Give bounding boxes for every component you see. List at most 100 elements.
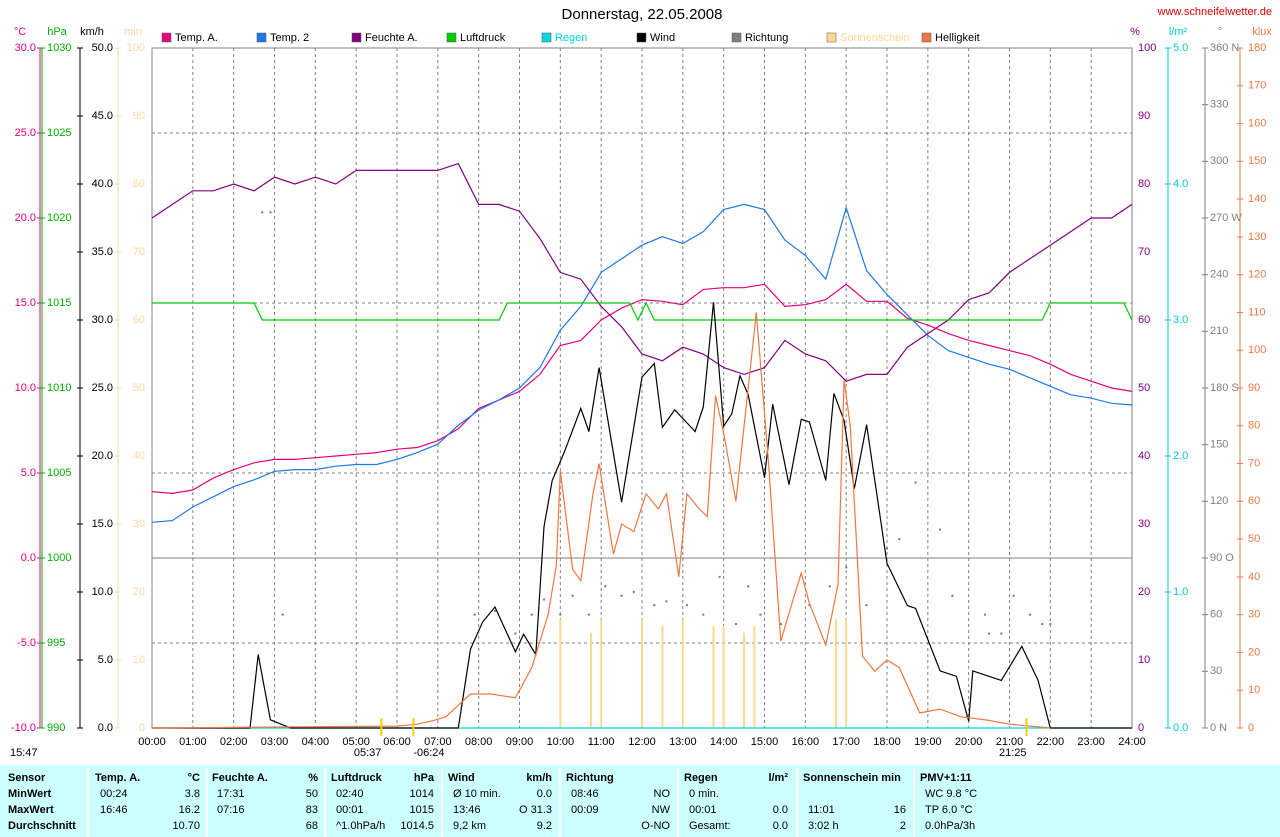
x-tick-label: 11:00 — [588, 736, 615, 748]
y-tick-label: 30 — [1210, 665, 1222, 677]
y-tick-label: 100 — [1248, 344, 1266, 356]
table-cell: 08:46 — [571, 788, 599, 800]
x-tick-label: 16:00 — [792, 736, 820, 748]
direction-dot — [718, 575, 721, 579]
y-tick-label: 50.0 — [92, 42, 113, 54]
direction-dot — [759, 613, 762, 616]
y-tick-label: 30.0 — [15, 42, 36, 54]
y-tick-label: 240 — [1210, 269, 1228, 281]
y-tick-label: 80 — [1248, 420, 1260, 432]
sunshine-bar — [712, 626, 715, 728]
axis-unit: ° — [1218, 26, 1222, 38]
legend-swatch — [731, 32, 742, 43]
legend-label: Feuchte A. — [365, 32, 418, 44]
direction-dot — [632, 590, 636, 594]
y-tick-label: 70 — [1138, 246, 1150, 258]
table-cell: 0.0hPa/3h — [925, 820, 975, 832]
y-tick-label: 50 — [1138, 382, 1150, 394]
y-tick-label: 270 W — [1210, 212, 1242, 224]
legend-swatch — [541, 32, 552, 43]
sunshine-bar — [641, 619, 643, 728]
y-tick-label: 30 — [1248, 609, 1260, 621]
table-cell: Ø 10 min. — [453, 788, 501, 800]
table-cell: 10.70 — [172, 820, 200, 832]
legend-label: Temp. A. — [175, 32, 218, 44]
direction-dot — [828, 585, 832, 588]
x-tick-label: 02:00 — [220, 736, 248, 748]
y-tick-label: 0 — [1138, 722, 1144, 734]
table-unit: °C — [188, 772, 200, 784]
legend-label: Sonnenschein — [840, 32, 910, 44]
y-tick-label: 15.0 — [92, 518, 113, 530]
y-tick-label: 330 — [1210, 99, 1228, 111]
table-cell: 0.0 — [773, 820, 788, 832]
series-line — [151, 162, 1133, 382]
y-tick-label: 2.0 — [1173, 450, 1188, 462]
direction-dot — [987, 632, 991, 635]
table-header: Richtung — [566, 772, 614, 784]
table-unit: % — [308, 772, 318, 784]
y-tick-label: 60 — [133, 314, 145, 326]
y-tick-label: 10 — [133, 654, 145, 666]
table-cell: TP 6.0 °C — [925, 804, 973, 816]
table-cell: 16 — [894, 804, 906, 816]
axis-unit: klux — [1252, 26, 1272, 38]
sunshine-bar — [743, 632, 746, 728]
legend-swatch — [446, 32, 457, 43]
sunshine-bar — [661, 626, 664, 728]
x-tick-label: 13:00 — [669, 736, 697, 748]
y-tick-label: 40 — [133, 450, 145, 462]
y-tick-label: 1.0 — [1173, 586, 1188, 598]
direction-dot — [653, 604, 656, 607]
table-cell: 11:01 — [808, 804, 835, 816]
legend-label: Helligkeit — [935, 32, 980, 44]
x-tick-label: 19:00 — [914, 736, 942, 748]
y-tick-label: 150 — [1210, 439, 1228, 451]
y-tick-label: 20 — [133, 586, 145, 598]
y-tick-label: 4.0 — [1173, 178, 1188, 190]
y-tick-label: 20 — [1248, 646, 1260, 658]
y-tick-label: 90 — [1248, 382, 1260, 394]
sunshine-bar — [559, 619, 562, 728]
y-tick-label: 120 — [1210, 495, 1228, 507]
y-tick-label: 160 — [1248, 117, 1266, 129]
y-tick-label: 90 — [1138, 110, 1150, 122]
chart-title: Donnerstag, 22.05.2008 — [562, 6, 723, 23]
table-cell: 2 — [900, 820, 906, 832]
y-tick-label: 20.0 — [15, 212, 36, 224]
direction-dot — [559, 613, 562, 616]
event-label: 21:25 — [999, 747, 1027, 759]
x-tick-label: 24:00 — [1118, 736, 1146, 748]
axis-unit: l/m² — [1169, 26, 1188, 38]
y-tick-label: 120 — [1248, 269, 1266, 281]
y-tick-label: 45.0 — [92, 110, 113, 122]
table-cell: 00:24 — [100, 788, 128, 800]
table-cell: 50 — [306, 788, 318, 800]
y-tick-label: 1000 — [47, 552, 71, 564]
series-line — [151, 312, 1051, 729]
y-tick-label: 80 — [1138, 178, 1150, 190]
direction-dot — [844, 566, 848, 569]
y-tick-label: 0 — [139, 722, 145, 734]
y-tick-label: 1020 — [47, 212, 71, 224]
table-cell: 0.0 — [537, 788, 552, 800]
direction-dot — [542, 598, 546, 601]
table-cell: 3:02 h — [808, 820, 839, 832]
y-tick-label: 360 N — [1210, 42, 1239, 54]
series-line — [151, 203, 1133, 523]
y-tick-label: 5.0 — [21, 467, 36, 479]
axis-unit: hPa — [47, 26, 67, 38]
direction-dot — [734, 622, 738, 626]
direction-dot — [261, 211, 264, 214]
y-tick-label: 60 — [1248, 495, 1260, 507]
y-tick-label: 1025 — [47, 127, 71, 139]
direction-dot — [898, 537, 901, 541]
direction-dot — [1028, 613, 1032, 616]
direction-dot — [530, 613, 533, 616]
sunshine-bar — [600, 619, 603, 728]
sunshine-bar — [722, 626, 725, 728]
direction-dot — [493, 609, 497, 613]
table-header: Regen — [684, 772, 718, 784]
axis-unit: % — [1130, 26, 1140, 38]
